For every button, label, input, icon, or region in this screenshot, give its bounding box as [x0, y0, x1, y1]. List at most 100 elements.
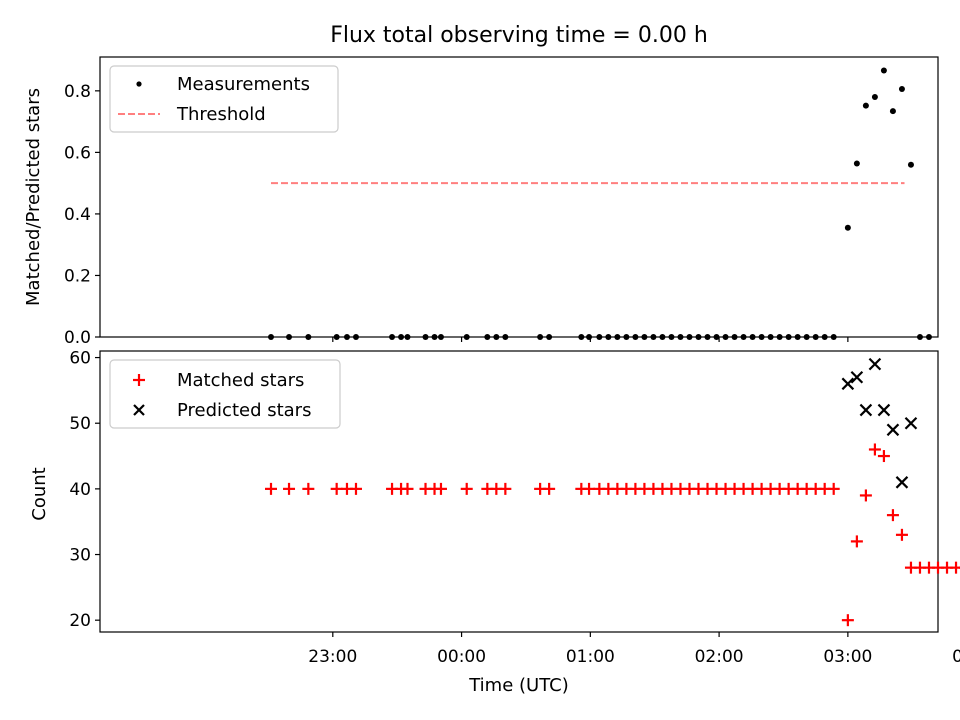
bottom-y-tick-label: 50 — [69, 414, 91, 434]
top-y-tick-label: 0.6 — [64, 143, 91, 163]
bottom-plot-area — [99, 350, 939, 633]
measurement-point — [794, 334, 801, 340]
matched-stars-point — [827, 482, 840, 495]
matched-stars-point — [877, 450, 890, 463]
measurement-point — [776, 334, 783, 340]
bottom-series-marks — [264, 357, 960, 627]
bottom-y-axis-label: Count — [29, 467, 50, 520]
measurement-point — [749, 334, 756, 340]
top-panel: 0.00.20.40.60.8 Matched/Predicted stars … — [23, 56, 939, 348]
measurement-point — [767, 334, 774, 340]
matched-stars-point — [841, 614, 854, 627]
measurement-point — [812, 334, 819, 340]
predicted-stars-point — [868, 357, 882, 371]
legend-threshold-label: Threshold — [176, 104, 266, 125]
matched-stars-point — [543, 482, 556, 495]
measurement-point — [785, 334, 792, 340]
measurement-point — [853, 160, 860, 167]
matched-stars-point — [868, 443, 881, 456]
measurement-point — [422, 334, 429, 340]
matched-stars-point — [460, 482, 473, 495]
x-tick-label: 03:00 — [823, 647, 872, 667]
predicted-stars-point — [850, 370, 864, 384]
bottom-y-axis-ticks: 20 30 40 50 60 — [69, 349, 100, 631]
top-y-tick-label: 0.0 — [64, 328, 91, 348]
measurement-point — [614, 334, 621, 340]
matched-stars-point — [349, 482, 362, 495]
bottom-x-axis-ticks: 23:00 00:00 01:00 02:00 03:00 04:00 — [308, 632, 960, 667]
measurement-point — [502, 334, 509, 340]
chart-title: Flux total observing time = 0.00 h — [330, 23, 708, 48]
x-tick-label: 02:00 — [695, 647, 744, 667]
bottom-y-tick-label: 30 — [69, 546, 91, 566]
matched-stars-point — [434, 482, 447, 495]
measurement-point — [731, 334, 738, 340]
predicted-stars-point — [886, 423, 900, 437]
measurement-point — [758, 334, 765, 340]
measurement-point — [596, 334, 603, 340]
measurement-point — [830, 334, 837, 340]
measurement-point — [404, 334, 411, 340]
measurement-point — [803, 334, 810, 340]
bottom-legend-box — [109, 359, 341, 429]
measurement-point — [546, 334, 553, 340]
top-y-tick-label: 0.2 — [64, 266, 91, 286]
matched-stars-point — [859, 489, 872, 502]
measurement-point — [844, 224, 851, 231]
predicted-stars-point — [904, 416, 918, 430]
measurement-point — [437, 334, 444, 340]
measurement-point — [659, 334, 666, 340]
top-series-marks — [267, 67, 932, 340]
measurement-point — [484, 334, 491, 340]
measurement-point — [713, 334, 720, 340]
legend-matched-label: Matched stars — [177, 370, 304, 391]
measurement-point — [668, 334, 675, 340]
measurement-point — [352, 334, 359, 340]
matched-stars-point — [302, 482, 315, 495]
measurement-point — [305, 334, 312, 340]
matched-stars-point — [850, 535, 863, 548]
x-tick-label: 23:00 — [308, 647, 357, 667]
measurement-point — [898, 86, 905, 92]
measurement-point — [623, 334, 630, 340]
legend-matched-marker — [133, 374, 145, 386]
x-tick-label: 04:00 — [952, 647, 960, 667]
measurement-point — [686, 334, 693, 340]
x-tick-label: 00:00 — [437, 647, 486, 667]
bottom-y-tick-label: 60 — [69, 349, 91, 369]
bottom-legend: Matched stars Predicted stars — [109, 359, 341, 429]
measurement-point — [343, 334, 350, 340]
x-tick-label: 01:00 — [566, 647, 615, 667]
matched-stars-point — [264, 482, 277, 495]
legend-predicted-marker — [133, 404, 145, 416]
matched-stars-point — [330, 482, 343, 495]
measurement-point — [398, 334, 405, 340]
measurement-point — [889, 108, 896, 115]
measurement-point — [704, 334, 711, 340]
measurement-point — [537, 334, 544, 340]
measurement-point — [740, 334, 747, 340]
measurement-point — [267, 334, 274, 340]
measurement-point — [916, 334, 923, 340]
matched-stars-point — [401, 482, 414, 495]
measurement-point — [722, 334, 729, 340]
predicted-stars-point — [895, 476, 909, 489]
predicted-stars-point — [841, 377, 855, 391]
measurement-point — [925, 334, 932, 340]
top-y-axis-label: Matched/Predicted stars — [23, 88, 44, 306]
matched-stars-point — [583, 482, 596, 495]
measurement-point — [632, 334, 639, 340]
measurement-point — [880, 67, 887, 74]
matched-stars-point — [950, 561, 960, 574]
predicted-stars-point — [859, 403, 873, 417]
legend-predicted-label: Predicted stars — [177, 400, 311, 421]
measurement-point — [493, 334, 500, 340]
measurement-point — [586, 334, 593, 340]
bottom-y-tick-label: 40 — [69, 480, 91, 500]
measurement-point — [677, 334, 684, 340]
measurement-point — [605, 334, 612, 340]
measurement-point — [389, 334, 396, 340]
measurement-point — [463, 334, 470, 340]
measurement-point — [862, 102, 869, 109]
